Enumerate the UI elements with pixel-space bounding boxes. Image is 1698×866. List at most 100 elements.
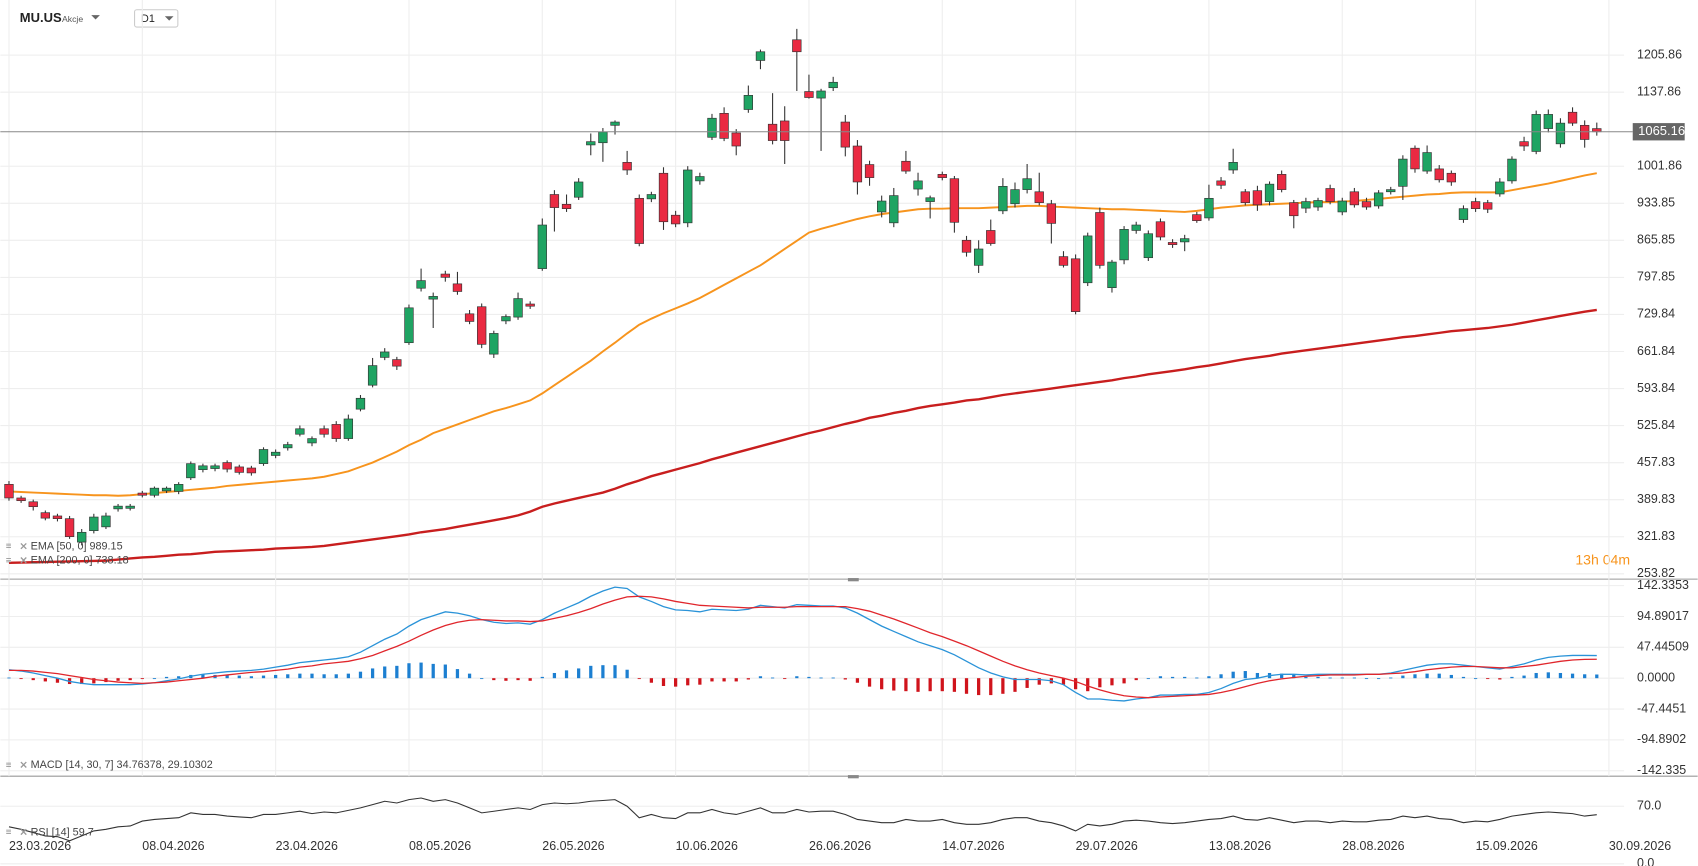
macd-histogram-bar xyxy=(649,678,654,683)
macd-histogram-bar xyxy=(1292,674,1296,679)
candle-body xyxy=(307,438,317,444)
macd-histogram-bar xyxy=(492,678,496,681)
candle-body xyxy=(743,95,753,110)
macd-histogram-bar xyxy=(952,678,957,692)
candle-body xyxy=(1301,201,1311,209)
candle-body xyxy=(1143,233,1153,259)
macd-histogram-bar xyxy=(286,674,290,679)
macd-histogram-bar xyxy=(164,676,169,679)
legend-label: EMA [200, 0] 738.18 xyxy=(31,555,129,567)
macd-histogram-bar xyxy=(1449,674,1453,679)
candle-body xyxy=(1167,242,1178,245)
candle-body xyxy=(804,91,814,98)
x-tick-label: 08.04.2026 xyxy=(142,839,204,853)
candle-body xyxy=(1313,200,1323,208)
candle-body xyxy=(925,197,935,202)
candle-body xyxy=(464,313,475,322)
macd-histogram-bar xyxy=(43,678,47,682)
macd-histogram-bar xyxy=(1025,678,1029,688)
candle-body xyxy=(1289,202,1299,217)
macd-histogram-bar xyxy=(880,678,884,690)
macd-histogram-bar xyxy=(661,678,666,686)
indicator-title: MACD [14, 30, 7] 34.76378, 29.10302 xyxy=(31,759,213,771)
candle-body xyxy=(1180,238,1190,243)
timeframe-select[interactable] xyxy=(134,9,179,28)
macd-histogram-bar xyxy=(819,677,823,679)
macd-histogram-bar xyxy=(673,678,678,687)
macd-histogram-bar xyxy=(1486,678,1490,680)
candle-body xyxy=(1337,200,1347,213)
timeframe[interactable]: D1 xyxy=(141,13,155,25)
macd-histogram-bar xyxy=(480,678,484,680)
symbol[interactable]: MU.US xyxy=(20,10,62,25)
candle-body xyxy=(161,487,172,492)
macd-histogram-bar xyxy=(467,673,472,679)
macd-histogram-bar xyxy=(1037,678,1041,685)
symbol-dropdown[interactable] xyxy=(91,15,100,20)
candle-body xyxy=(234,466,244,473)
candle-body xyxy=(670,214,681,225)
candle-body xyxy=(1398,158,1408,187)
macd-histogram-bar xyxy=(552,672,557,679)
macd-histogram-bar xyxy=(710,678,714,682)
candle-body xyxy=(1361,201,1372,208)
timeframe-arrow[interactable] xyxy=(164,16,174,21)
macd-histogram-bar xyxy=(540,676,544,679)
macd-histogram-bar xyxy=(516,678,520,681)
candle-body xyxy=(889,195,899,224)
candle-body xyxy=(1507,158,1517,182)
macd-histogram-bar xyxy=(1086,678,1090,692)
candle-body xyxy=(1046,203,1057,224)
x-tick-label: 23.03.2026 xyxy=(9,839,71,853)
macd-histogram-bar xyxy=(1134,678,1138,681)
macd-histogram-bar xyxy=(128,678,132,681)
candle-body xyxy=(1010,189,1020,205)
candle-body xyxy=(1458,208,1469,220)
macd-histogram-bar xyxy=(407,663,411,679)
candle-body xyxy=(258,449,269,464)
macd-histogram-bar xyxy=(298,673,302,679)
candle-body xyxy=(149,487,160,496)
legend-remove[interactable] xyxy=(20,557,27,564)
candle-body xyxy=(1083,235,1093,284)
macd-histogram-bar xyxy=(1425,673,1429,679)
macd-histogram-bar xyxy=(1376,678,1381,680)
candle-body xyxy=(1155,221,1166,238)
macd-histogram-bar xyxy=(1280,673,1284,679)
macd-histogram-bar xyxy=(1001,678,1005,694)
legend-remove[interactable] xyxy=(20,542,27,550)
candle-body xyxy=(610,121,620,126)
x-tick-label: 15.09.2026 xyxy=(1476,839,1538,853)
legend-icon: ≡ xyxy=(6,555,12,566)
candle-body xyxy=(392,359,402,367)
candle-body xyxy=(598,131,608,144)
macd-histogram-bar xyxy=(1316,676,1320,679)
candle-body xyxy=(998,186,1008,212)
asset-class: Akcje xyxy=(62,14,83,24)
candle-body xyxy=(937,174,947,178)
macd-histogram-bar xyxy=(577,668,581,679)
candle-body xyxy=(331,424,341,439)
candle-body xyxy=(40,512,50,519)
candle-body xyxy=(561,203,572,209)
candle-body xyxy=(186,463,196,479)
macd-histogram-bar xyxy=(1595,674,1599,679)
macd-histogram-bar xyxy=(31,678,35,681)
macd-histogram-bar xyxy=(1401,675,1405,679)
macd-histogram-bar xyxy=(1413,674,1417,679)
candle-body xyxy=(1422,152,1432,172)
macd-histogram-bar xyxy=(504,678,508,681)
candle-body xyxy=(210,465,220,469)
macd-line xyxy=(8,586,1597,702)
resize-handle[interactable] xyxy=(847,578,859,582)
resize-handle[interactable] xyxy=(847,775,859,779)
candle-body xyxy=(901,160,911,172)
macd-histogram-bar xyxy=(310,673,314,679)
macd-histogram-bar xyxy=(419,662,423,679)
legend-remove[interactable] xyxy=(20,761,27,768)
candle-body xyxy=(1095,212,1105,266)
toolbar: MU.US Akcje D1 xyxy=(20,9,179,28)
legend-remove[interactable] xyxy=(20,828,27,836)
candle-body xyxy=(137,492,147,496)
